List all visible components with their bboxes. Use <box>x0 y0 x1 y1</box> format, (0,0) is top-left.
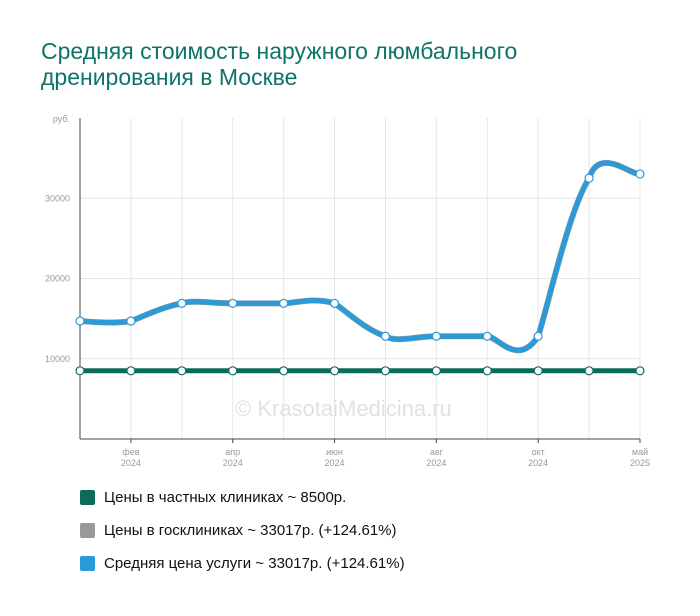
legend-swatch <box>80 523 95 538</box>
y-tick-label: 30000 <box>45 193 70 203</box>
x-tick-label-month: апр <box>225 447 240 457</box>
x-tick-label-year: 2024 <box>223 458 243 468</box>
grid-layer <box>80 118 641 439</box>
x-tick-label-month: окт <box>532 447 545 457</box>
data-point-series-1 <box>635 366 645 376</box>
y-tick-label: 10000 <box>45 354 70 364</box>
x-tick-label-year: 2024 <box>528 458 548 468</box>
legend-label: Цены в госклиниках ~ 33017р. (+124.61%) <box>104 522 397 539</box>
x-tick-label-year: 2024 <box>121 458 141 468</box>
data-point-series-3 <box>533 331 543 341</box>
legend-label: Цены в частных клиниках ~ 8500р. <box>104 489 347 506</box>
data-point-series-3 <box>126 316 136 326</box>
series-line-3 <box>77 160 643 353</box>
data-point-series-1 <box>482 366 492 376</box>
data-point-series-1 <box>329 366 340 376</box>
x-tick-label-month: авг <box>430 447 444 457</box>
series-layer <box>77 159 643 374</box>
data-point-series-3 <box>329 298 340 308</box>
chart-title: Средняя стоимость наружного люмбального … <box>41 38 518 90</box>
data-point-series-3 <box>279 298 289 308</box>
legend-swatch <box>80 490 95 505</box>
data-point-series-1 <box>431 366 441 376</box>
data-point-series-1 <box>584 366 594 376</box>
data-point-series-1 <box>75 366 85 376</box>
y-axis-label: руб. <box>53 114 70 124</box>
data-point-series-3 <box>177 298 187 308</box>
data-point-series-3 <box>482 331 492 341</box>
data-point-series-1 <box>533 366 543 376</box>
data-point-series-1 <box>126 366 136 376</box>
data-point-series-3 <box>228 298 238 308</box>
x-tick-label-month: июн <box>326 447 343 457</box>
axis-layer <box>79 118 641 443</box>
y-tick-label: 20000 <box>45 274 70 284</box>
legend-swatch <box>80 556 95 571</box>
data-point-series-1 <box>177 366 187 376</box>
data-point-series-3 <box>635 169 645 179</box>
x-tick-label-year: 2024 <box>426 458 446 468</box>
x-tick-label-year: 2024 <box>325 458 345 468</box>
data-point-series-3 <box>380 331 391 341</box>
x-tick-label-year: 2025 <box>630 458 650 468</box>
line-chart: 100002000030000руб.фев2024апр2024июн2024… <box>45 114 650 468</box>
data-point-series-1 <box>279 366 289 376</box>
data-point-series-1 <box>228 366 238 376</box>
x-tick-label-month: фев <box>122 447 139 457</box>
data-point-series-3 <box>75 316 85 326</box>
watermark-text: © KrasotaiMedicina.ru <box>235 396 452 421</box>
data-point-series-3 <box>431 331 441 341</box>
legend-label: Средняя цена услуги ~ 33017р. (+124.61%) <box>104 555 405 572</box>
data-point-series-3 <box>584 173 594 183</box>
labels-layer: 100002000030000руб.фев2024апр2024июн2024… <box>45 114 650 468</box>
points-layer <box>75 169 645 376</box>
data-point-series-1 <box>380 366 391 376</box>
x-tick-label-month: май <box>632 447 648 457</box>
